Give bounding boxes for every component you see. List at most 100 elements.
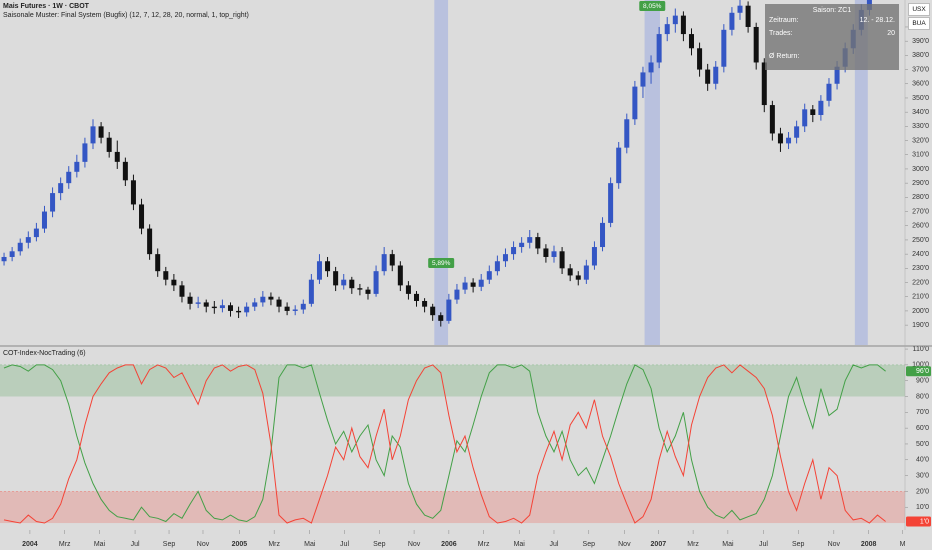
indicator-title: COT-Index-NocTrading (6) bbox=[3, 350, 86, 357]
candle-body bbox=[333, 271, 339, 286]
candle-body bbox=[325, 261, 331, 272]
y-tick-label: 190'0 bbox=[912, 322, 929, 329]
candle-body bbox=[527, 237, 533, 243]
x-tick-label: 2007 bbox=[651, 541, 667, 548]
candle-body bbox=[405, 285, 411, 294]
y-tick-label: 210'0 bbox=[912, 294, 929, 301]
candle-body bbox=[535, 237, 541, 249]
candle-body bbox=[608, 183, 614, 223]
x-tick-label: Mrz bbox=[268, 541, 280, 548]
panel-title: Saison: ZC1 bbox=[812, 7, 852, 14]
candle-body bbox=[155, 254, 161, 272]
candle-body bbox=[292, 309, 298, 311]
candle-body bbox=[341, 279, 347, 286]
chart-title: Mais Futures · 1W · CBOT bbox=[3, 3, 90, 10]
value-badge-label: 96'0 bbox=[916, 368, 929, 375]
candle-body bbox=[769, 105, 775, 134]
return-label: 5,89% bbox=[432, 260, 451, 267]
candle-body bbox=[721, 29, 727, 67]
candle-body bbox=[761, 62, 767, 106]
x-tick-label: Jul bbox=[340, 541, 349, 548]
y-tick-label: 240'0 bbox=[912, 251, 929, 258]
y-tick-label: 390'0 bbox=[912, 38, 929, 45]
y-tick-label: 340'0 bbox=[912, 109, 929, 116]
row-value: 20 bbox=[887, 30, 895, 37]
candle-body bbox=[1, 256, 7, 262]
candle-body bbox=[486, 271, 492, 280]
candle-body bbox=[308, 279, 314, 304]
candle-body bbox=[130, 180, 136, 205]
x-tick-label: Mai bbox=[722, 541, 734, 548]
candle-body bbox=[381, 254, 387, 272]
candle-body bbox=[680, 15, 686, 35]
candle-body bbox=[147, 228, 153, 255]
candle-body bbox=[697, 48, 703, 70]
y-tick-label: 260'0 bbox=[912, 223, 929, 230]
row-value: 12. - 28.12. bbox=[859, 17, 895, 24]
candle-body bbox=[632, 86, 638, 120]
y-tick-label: 350'0 bbox=[912, 95, 929, 102]
candle-body bbox=[211, 306, 217, 309]
candle-body bbox=[551, 251, 557, 257]
candle-body bbox=[33, 228, 39, 238]
candle-body bbox=[139, 204, 145, 229]
x-tick-label: Jul bbox=[131, 541, 140, 548]
y-tick-label: 230'0 bbox=[912, 265, 929, 272]
candle-body bbox=[729, 12, 735, 30]
candle-body bbox=[227, 305, 234, 311]
panel-row: Trades: 20 bbox=[765, 27, 899, 40]
candle-body bbox=[794, 126, 800, 138]
y-tick-label: 100'0 bbox=[912, 362, 929, 369]
candle-body bbox=[705, 69, 711, 84]
currency-button[interactable]: USX bbox=[908, 3, 930, 16]
candle-body bbox=[179, 285, 185, 297]
candle-body bbox=[260, 296, 266, 303]
indicator-pane bbox=[0, 364, 905, 524]
candle-body bbox=[163, 271, 169, 280]
candle-body bbox=[66, 171, 72, 184]
value-badge-label: 1'0 bbox=[920, 518, 929, 525]
candle-body bbox=[462, 282, 468, 290]
y-tick-label: 40'0 bbox=[916, 457, 929, 464]
unit-button[interactable]: BUA bbox=[908, 17, 930, 30]
zone bbox=[0, 364, 905, 397]
y-tick-label: 330'0 bbox=[912, 123, 929, 130]
candle-body bbox=[834, 66, 840, 84]
candle-body bbox=[422, 300, 428, 307]
return-badge bbox=[428, 257, 455, 268]
candle-body bbox=[494, 261, 500, 272]
candle-body bbox=[9, 251, 15, 257]
x-tick-label: Sep bbox=[163, 541, 176, 548]
x-tick-label: Jul bbox=[550, 541, 559, 548]
y-tick-label: 360'0 bbox=[912, 81, 929, 88]
candle-body bbox=[786, 137, 792, 144]
candle-body bbox=[171, 279, 177, 286]
x-tick-label: Mai bbox=[304, 541, 316, 548]
y-tick-label: 10'0 bbox=[916, 504, 929, 511]
candle-body bbox=[575, 275, 581, 280]
y-tick-label: 310'0 bbox=[912, 152, 929, 159]
candle-body bbox=[276, 299, 282, 307]
y-tick-label: 280'0 bbox=[912, 194, 929, 201]
y-tick-label: 200'0 bbox=[912, 308, 929, 315]
candle-body bbox=[470, 282, 476, 287]
candle-body bbox=[478, 279, 484, 287]
candle-body bbox=[640, 72, 646, 87]
price-pane: 5,89% 8,05% bbox=[1, 0, 872, 345]
y-tick-label: 80'0 bbox=[916, 393, 929, 400]
candle-body bbox=[74, 161, 80, 172]
axes: 190'0 200'0 210'0 220'0 230'0 240'0 250'0 260'0… bbox=[22, 24, 931, 548]
candle-body bbox=[17, 242, 23, 252]
y-tick-label: 110'0 bbox=[913, 346, 929, 353]
candle-body bbox=[41, 211, 47, 229]
candle-body bbox=[268, 296, 274, 300]
candle-body bbox=[430, 306, 436, 316]
candle-body bbox=[656, 34, 662, 63]
candle-body bbox=[624, 119, 630, 148]
candle-body bbox=[357, 288, 363, 290]
candle-body bbox=[122, 161, 128, 181]
y-tick-label: 60'0 bbox=[916, 425, 929, 432]
x-tick-label: Nov bbox=[197, 541, 210, 548]
candle-body bbox=[826, 83, 832, 101]
